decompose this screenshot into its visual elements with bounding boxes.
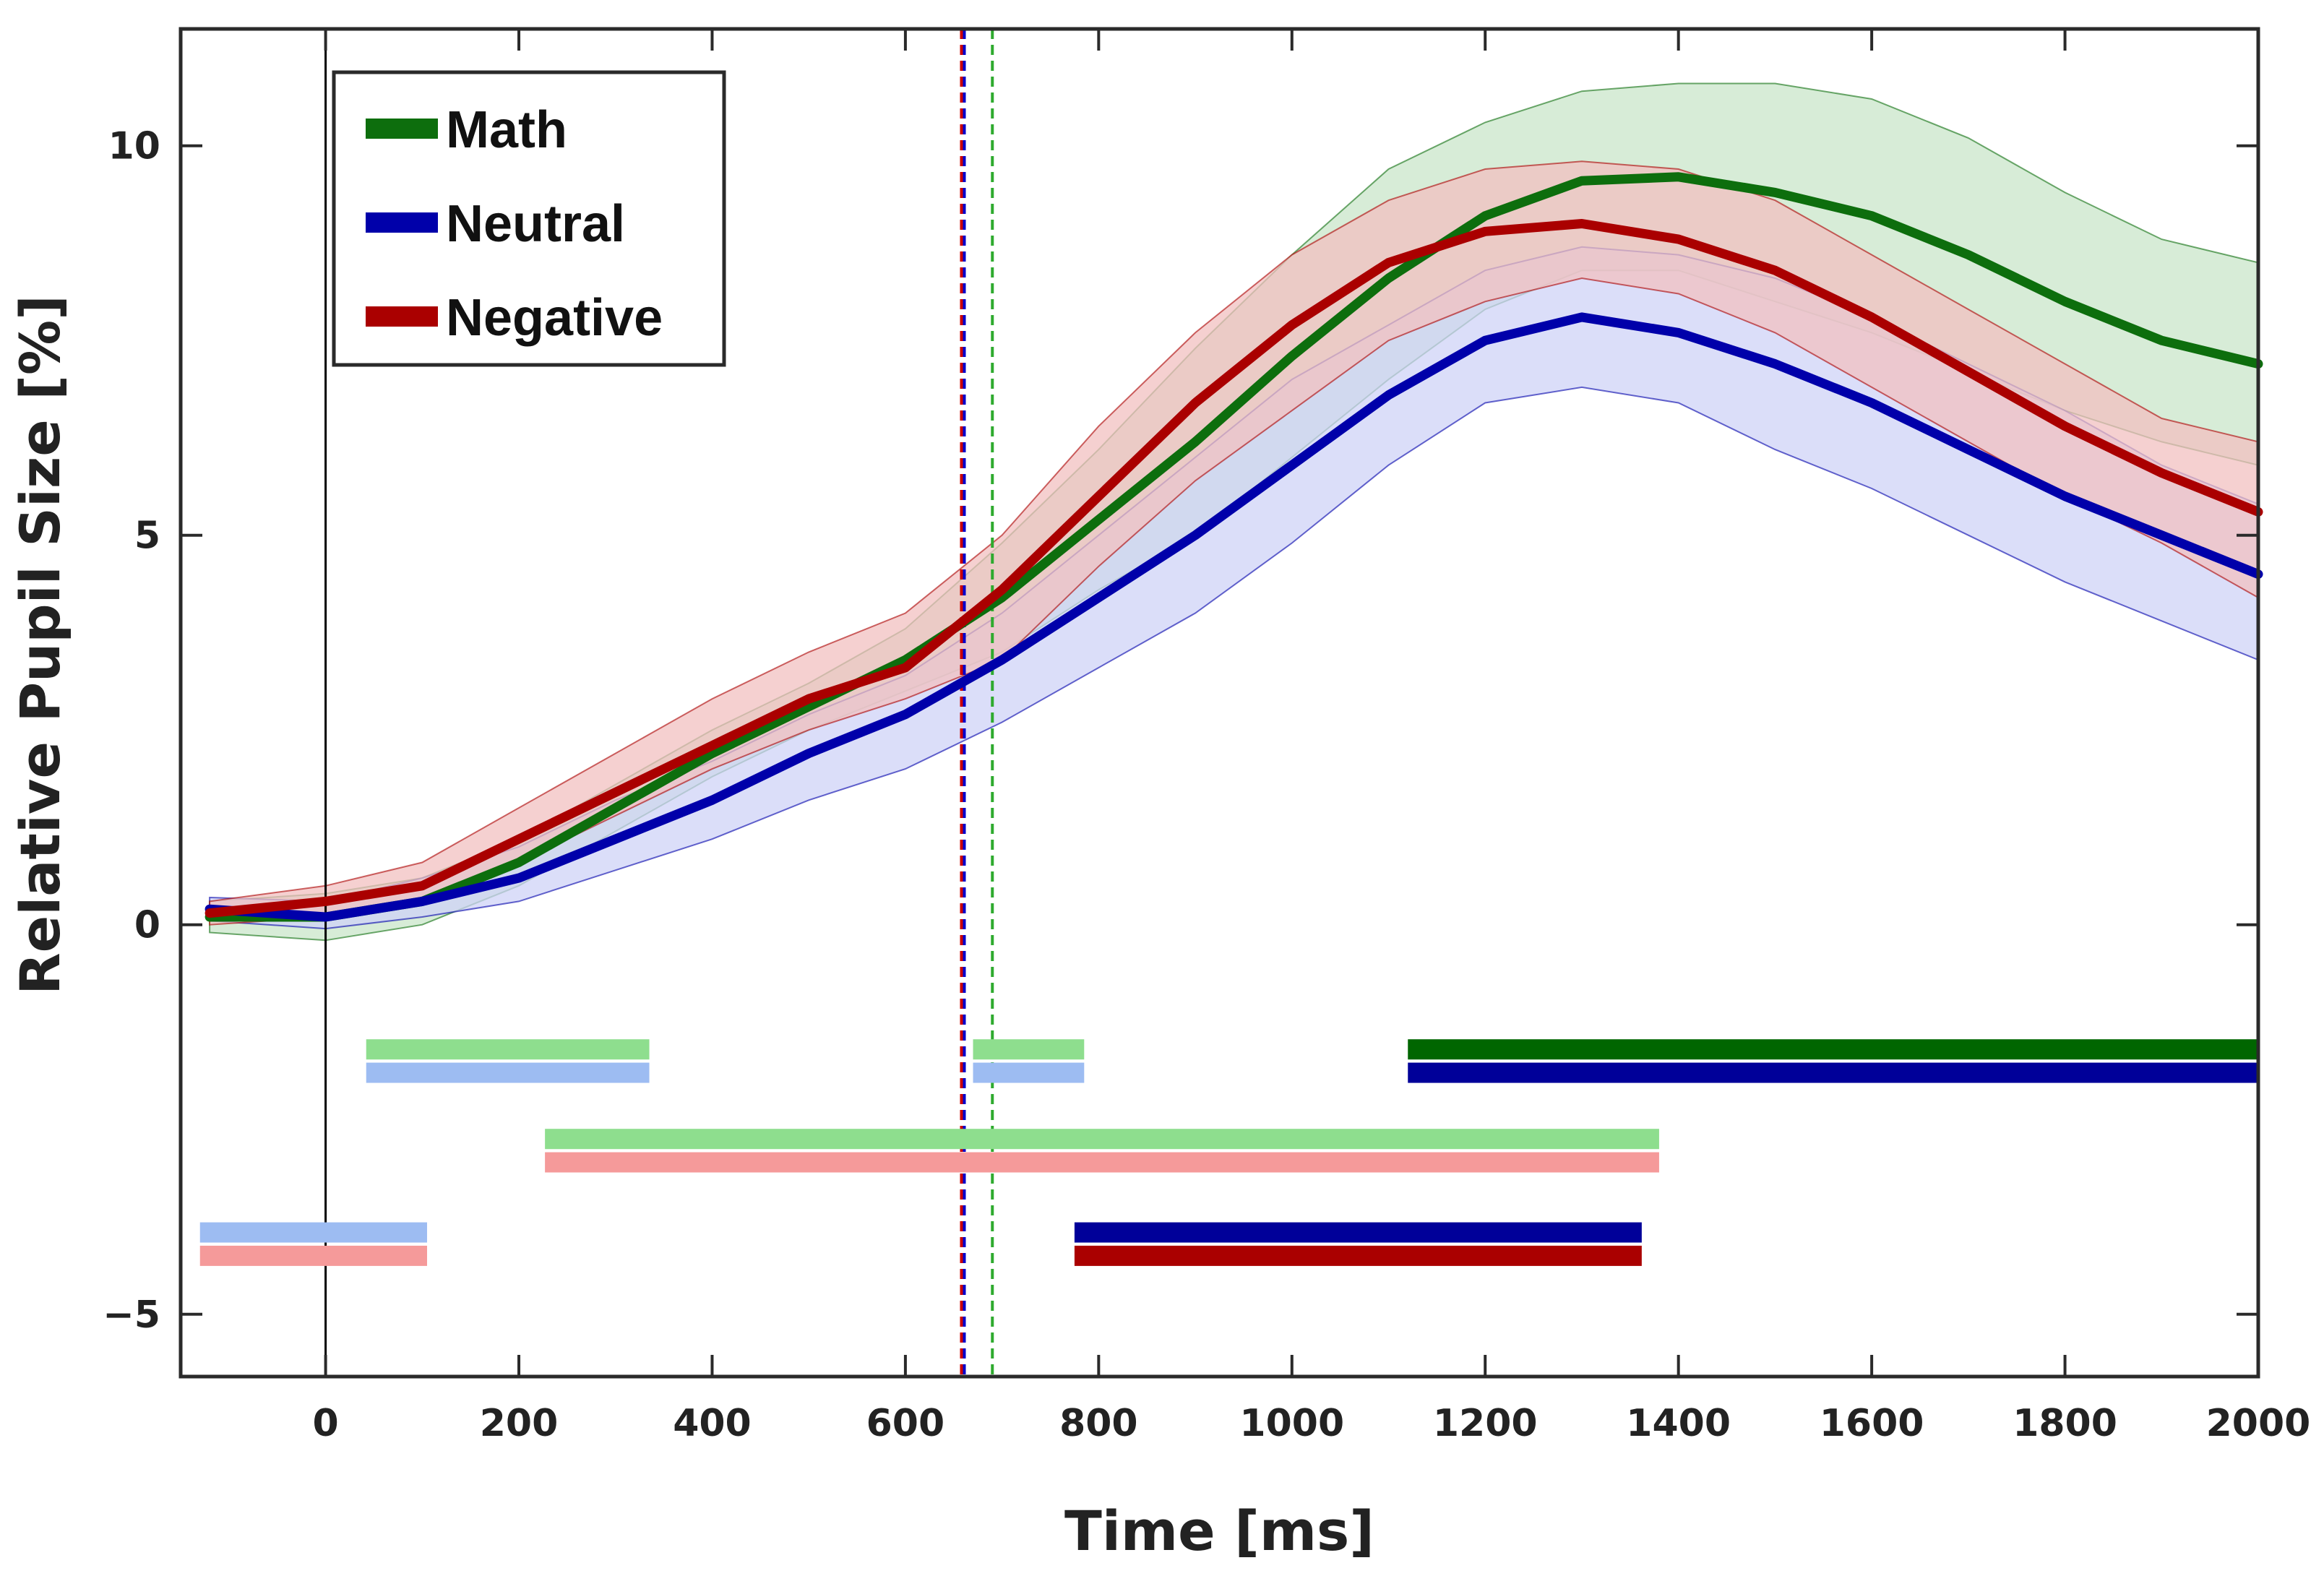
significance-bar [545, 1152, 1659, 1173]
significance-bar [366, 1039, 650, 1060]
x-tick-label: 400 [673, 1402, 752, 1445]
significance-bar [1408, 1062, 2258, 1083]
y-axis-ticks: −5 0 5 10 [103, 125, 2258, 1337]
x-tick-label: 1800 [2013, 1402, 2117, 1445]
significance-bars [199, 1039, 2258, 1266]
x-tick-label: 1200 [1433, 1402, 1538, 1445]
y-tick-label: 0 [134, 904, 160, 947]
legend-label-negative: Negative [446, 289, 663, 347]
x-tick-label: 1400 [1626, 1402, 1731, 1445]
significance-bar [366, 1062, 650, 1083]
y-tick-label: 5 [134, 514, 160, 558]
legend-label-math: Math [446, 101, 567, 159]
x-tick-label: 200 [480, 1402, 559, 1445]
x-tick-label: 800 [1059, 1402, 1138, 1445]
significance-bar [545, 1129, 1659, 1150]
x-axis-ticks: 0 200 400 600 800 1000 1200 1400 1600 1800 2000 [312, 29, 2310, 1445]
y-tick-label: 10 [108, 125, 160, 168]
x-tick-label: 1000 [1239, 1402, 1344, 1445]
x-tick-label: 600 [866, 1402, 945, 1445]
significance-bar [199, 1245, 427, 1266]
x-tick-label: 0 [312, 1402, 338, 1445]
line-neutral [205, 312, 2263, 922]
significance-bar [199, 1222, 427, 1243]
significance-bar [1408, 1039, 2258, 1060]
line-negative [205, 219, 2263, 918]
x-axis-title: Time [ms] [1064, 1499, 1374, 1563]
vertical-markers [324, 29, 994, 1377]
line-math [205, 172, 2263, 922]
legend-label-neutral: Neutral [446, 195, 625, 253]
x-tick-label: 1600 [1820, 1402, 1924, 1445]
x-tick-label: 2000 [2206, 1402, 2311, 1445]
plot-frame [178, 27, 2260, 1379]
significance-bar [1074, 1245, 1642, 1266]
significance-bar [1074, 1222, 1642, 1243]
y-axis-title: Relative Pupil Size [%] [8, 295, 72, 995]
legend-swatch-math [366, 119, 438, 139]
significance-bar [973, 1062, 1085, 1083]
y-tick-label: −5 [103, 1293, 160, 1337]
significance-bar [973, 1039, 1085, 1060]
legend-swatch-neutral [366, 212, 438, 233]
legend-swatch-negative [366, 306, 438, 327]
legend: Math Neutral Negative [332, 70, 726, 367]
series-lines [205, 172, 2263, 922]
